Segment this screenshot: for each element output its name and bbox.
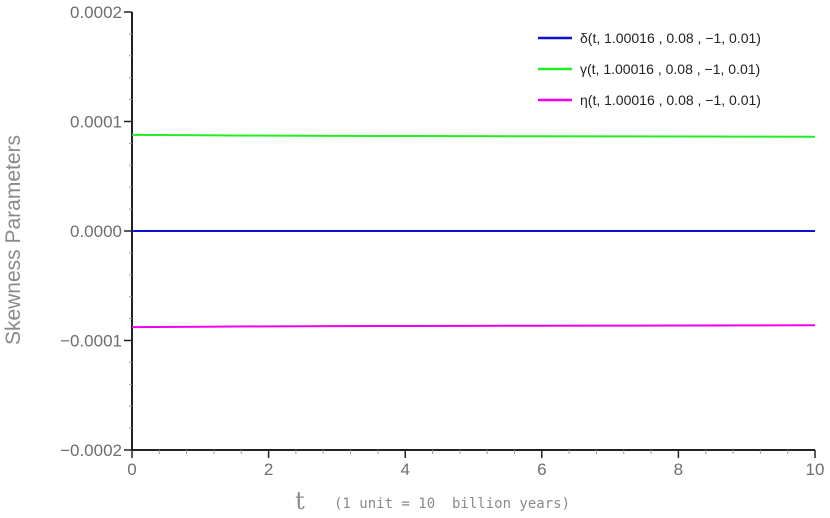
x-tick-label: 0 [127,460,136,479]
legend-label-gamma: γ(t, 1.00016 , 0.08 , −1, 0.01) [580,61,760,77]
y-tick-label: 0.0001 [70,113,122,132]
series-layer [131,133,816,329]
x-tick-label: 8 [674,460,683,479]
x-tick-label: 2 [264,460,273,479]
series-line-gamma [131,133,816,138]
y-tick-label: −0.0001 [60,332,122,351]
axes: −0.0002 −0.0001 0.0000 0.0001 0.0002 0 2 4 6 8 10 [60,3,824,479]
y-tick-label: −0.0002 [60,441,122,460]
x-tick-label: 6 [537,460,546,479]
y-tick-label: 0.0000 [70,222,122,241]
x-axis-label: t [295,487,305,515]
y-axis-label: Skewness Parameters [2,135,25,345]
x-tick-label: 4 [400,460,409,479]
x-axis-label-note: (1 unit = 10 billion years) [334,496,570,512]
legend-label-delta: δ(t, 1.00016 , 0.08 , −1, 0.01) [580,30,761,46]
legend-label-eta: η(t, 1.00016 , 0.08 , −1, 0.01) [580,92,761,108]
legend: δ(t, 1.00016 , 0.08 , −1, 0.01) γ(t, 1.00… [538,30,761,108]
series-line-eta [131,324,816,329]
y-tick-label: 0.0002 [70,3,122,22]
x-tick-label: 10 [806,460,825,479]
